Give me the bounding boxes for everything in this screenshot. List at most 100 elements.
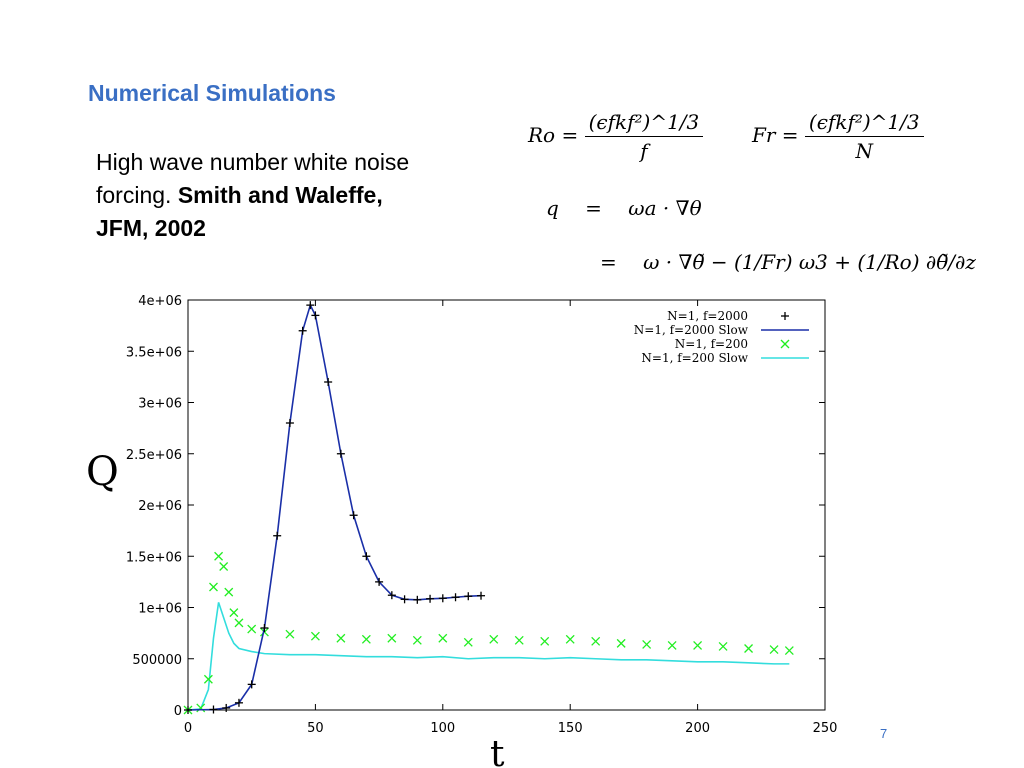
series-n-1-f-200-point: [196, 703, 206, 713]
series-n-1-f-2000-point: [426, 594, 435, 603]
y-tick-label: 1.5e+06: [126, 550, 182, 565]
series-n-1-f-200-point: [229, 608, 239, 618]
series-n-1-f-200-point: [463, 637, 473, 647]
froude-fraction: (ϵfkf²)^1/3 N: [804, 110, 924, 163]
series-n-1-f-200-point: [693, 640, 703, 650]
series-n-1-f-2000-point: [400, 595, 409, 604]
series-n-1-f-200-point: [234, 618, 244, 628]
series-n-1-f-2000-point: [306, 301, 315, 310]
series-n-1-f-2000-point: [464, 592, 473, 601]
x-axis-ticks: 0 50 100 150 200 250: [184, 300, 838, 736]
series-n-1-f-2000-point: [477, 591, 486, 600]
x-tick-label: 150: [558, 721, 583, 736]
x-tick-label: 250: [813, 721, 838, 736]
series-n-1-f-2000-point: [260, 624, 269, 632]
series-layer: [183, 301, 794, 715]
series-n-1-f-200-point: [336, 633, 346, 643]
legend-label: N=1, f=2000: [667, 309, 748, 323]
x-tick-label: 0: [184, 721, 192, 736]
series-n-1-f-200-slow-line: [187, 602, 790, 711]
series-n-1-f-200-point: [642, 639, 652, 649]
equations-block: Ro = (ϵfkf²)^1/3 f Fr = (ϵfkf²)^1/3 N q …: [520, 100, 976, 300]
y-tick-label: 0: [174, 704, 182, 719]
y-tick-label: 4e+06: [138, 294, 182, 309]
y-axis-label: Q: [86, 449, 119, 495]
series-n-1-f-200-point: [259, 627, 269, 637]
series-n-1-f-2000-point: [336, 449, 345, 458]
slide-description: High wave number white noise forcing. Sm…: [96, 146, 436, 245]
series-n-1-f-2000-point: [209, 705, 218, 714]
slide-title: Numerical Simulations: [88, 80, 336, 106]
legend-label: N=1, f=200 Slow: [641, 351, 748, 365]
y-tick-label: 3.5e+06: [126, 345, 182, 360]
series-n-1-f-2000-point: [324, 378, 333, 386]
x-axis-label: t: [490, 734, 505, 768]
rossby-lhs: Ro =: [528, 123, 579, 147]
series-n-1-f-2000-point: [247, 680, 256, 689]
rossby-fraction: (ϵfkf²)^1/3 f: [584, 110, 704, 163]
series-n-1-f-200-point: [718, 641, 728, 651]
series-n-1-f-200-point: [591, 636, 601, 646]
series-n-1-f-200-point: [540, 636, 550, 646]
series-n-1-f-200-point: [209, 582, 218, 592]
series-n-1-f-200-point: [438, 633, 448, 643]
series-n-1-f-2000-point: [285, 419, 294, 427]
series-n-1-f-200-point: [616, 638, 626, 648]
froude-lhs: Fr =: [752, 123, 799, 147]
legend-label: N=1, f=200: [675, 337, 748, 351]
froude-numerator: (ϵfkf²)^1/3: [804, 110, 924, 137]
series-n-1-f-200-point: [214, 551, 224, 561]
series-n-1-f-200-point: [387, 633, 397, 643]
y-tick-label: 1e+06: [138, 602, 182, 617]
y-tick-label: 3e+06: [138, 397, 182, 412]
series-n-1-f-2000-point: [184, 706, 192, 714]
series-n-1-f-200-point: [224, 587, 234, 597]
froude-denominator: N: [855, 139, 874, 163]
series-n-1-f-200-point: [489, 634, 499, 644]
pv-equation-line1: q = ωa · ∇θ: [546, 196, 702, 220]
description-plain: High wave number white noise forcing.: [96, 149, 410, 208]
series-n-1-f-2000-point: [311, 311, 320, 320]
pv-equation-line2: = ω · ∇θ̃ − (1/Fr) ω3 + (1/Ro) ∂θ̃/∂z: [580, 250, 976, 274]
series-n-1-f-2000-point: [222, 703, 231, 712]
series-n-1-f-200-point: [285, 629, 295, 639]
legend-label: N=1, f=2000 Slow: [634, 323, 749, 337]
rossby-numerator: (ϵfkf²)^1/3: [584, 110, 704, 137]
series-n-1-f-2000-point: [387, 591, 396, 600]
plot-area: [187, 299, 826, 711]
y-tick-label: 2e+06: [138, 499, 182, 514]
x-tick-label: 200: [685, 721, 710, 736]
series-n-1-f-200-point: [769, 645, 779, 654]
series-n-1-f-200-point: [514, 635, 524, 645]
series-n-1-f-200-point: [565, 634, 575, 644]
description-citation: Smith and Waleffe, JFM, 2002: [96, 182, 383, 241]
series-n-1-f-200-point: [744, 644, 754, 653]
series-n-1-f-200-point: [361, 634, 371, 644]
series-n-1-f-200-point: [310, 631, 320, 641]
rossby-equation: Ro = (ϵfkf²)^1/3 f: [528, 110, 704, 163]
x-tick-label: 50: [307, 721, 324, 736]
series-n-1-f-200-point: [412, 635, 422, 645]
y-tick-label: 2.5e+06: [126, 448, 182, 463]
series-n-1-f-2000-point: [438, 594, 447, 603]
series-n-1-f-2000-point: [413, 595, 422, 604]
pv-equals-1: =: [585, 196, 602, 220]
series-n-1-f-2000-point: [273, 531, 282, 540]
page-number: 7: [880, 726, 888, 741]
legend-swatch: [780, 339, 790, 349]
series-n-1-f-200-point: [203, 674, 213, 684]
pv-rhs-2: ω · ∇θ̃ − (1/Fr) ω3 + (1/Ro) ∂θ̃/∂z: [643, 250, 976, 274]
x-tick-label: 100: [430, 721, 455, 736]
series-n-1-f-2000-point: [451, 593, 460, 602]
pv-lhs: q: [546, 196, 559, 220]
legend-swatch: [781, 312, 789, 320]
froude-equation: Fr = (ϵfkf²)^1/3 N: [752, 110, 924, 163]
series-n-1-f-200-point: [784, 646, 794, 656]
y-axis-ticks: 0 500000 1e+06 1.5e+06 2e+06 2.5e+06 3e+06 3.5e…: [126, 294, 825, 719]
series-n-1-f-200-point: [667, 640, 677, 650]
pv-equals-2: =: [600, 250, 617, 274]
rossby-denominator: f: [640, 139, 648, 163]
series-n-1-f-200-point: [219, 562, 229, 571]
series-n-1-f-2000-point: [234, 698, 243, 707]
